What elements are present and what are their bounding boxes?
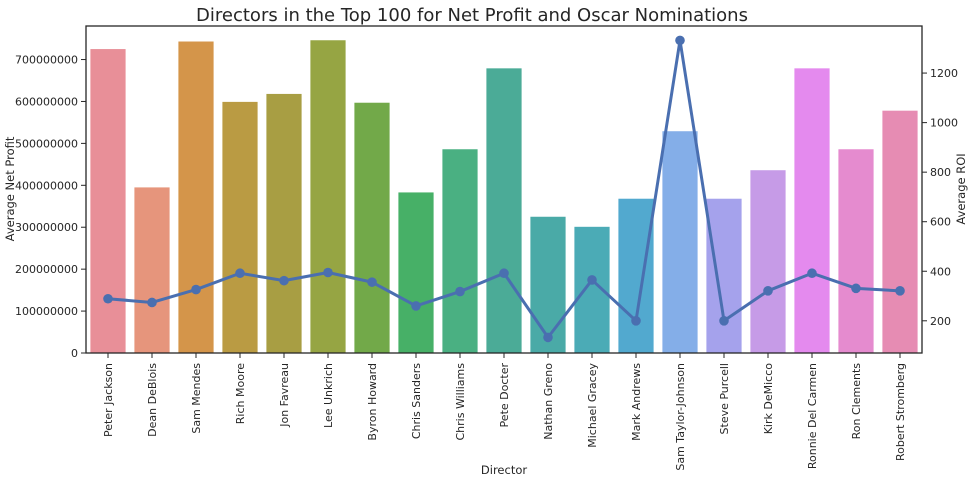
chart-title: Directors in the Top 100 for Net Profit … — [196, 5, 748, 26]
bar-sam-mendes — [178, 41, 214, 353]
y2-tick-label: 1200 — [930, 67, 958, 80]
x-tick-label: Kirk DeMicco — [762, 363, 775, 435]
x-tick-label: Jon Favreau — [278, 363, 291, 428]
roi-point-nathan-greno — [543, 332, 553, 343]
y2-tick-label: 800 — [930, 166, 951, 179]
x-tick-label: Peter Jackson — [102, 363, 115, 437]
x-tick-label: Steve Purcell — [718, 363, 731, 434]
y-tick-label: 500000000 — [15, 137, 78, 150]
x-tick-label: Mark Andrews — [630, 363, 643, 441]
roi-point-byron-howard — [367, 277, 377, 287]
x-tick-label: Chris Sanders — [410, 363, 423, 439]
bar-peter-jackson — [90, 49, 126, 354]
roi-point-sam-mendes — [191, 284, 201, 295]
roi-point-ron-clements — [851, 283, 861, 294]
bars-layer — [90, 40, 918, 354]
x-tick-label: Byron Howard — [366, 363, 379, 441]
ticks-layer: 0 100000000 200000000 300000000 400000000 500… — [15, 54, 958, 471]
bar-mark-andrews — [618, 198, 654, 353]
x-tick-label: Ronnie Del Carmen — [806, 363, 819, 469]
x-tick-label: Robert Stromberg — [894, 363, 907, 461]
y-tick-label: 200000000 — [15, 263, 78, 276]
y-tick-label: 0 — [71, 347, 78, 360]
x-tick-label: Rich Moore — [234, 363, 247, 424]
bar-robert-stromberg — [882, 110, 918, 354]
x-axis-label: Director — [481, 463, 527, 477]
bar-chris-sanders — [398, 192, 434, 353]
bar-lee-unkrich — [310, 40, 346, 353]
x-tick-label: Sam Taylor-Johnson — [674, 363, 687, 471]
roi-point-rich-moore — [235, 268, 245, 279]
bar-kirk-demicco — [750, 170, 786, 353]
roi-point-michael-gracey — [587, 275, 597, 285]
bar-ron-clements — [838, 149, 874, 353]
x-tick-label: Sam Mendes — [190, 363, 203, 434]
bar-rich-moore — [222, 101, 258, 353]
roi-point-robert-stromberg — [895, 286, 905, 296]
roi-point-sam-taylor-johnson — [675, 35, 685, 46]
x-tick-label: Lee Unkrich — [322, 363, 335, 428]
y-tick-label: 300000000 — [15, 221, 78, 234]
bar-dean-deblois — [134, 187, 170, 353]
x-tick-label: Chris Williams — [454, 363, 467, 441]
bar-pete-docter — [486, 68, 522, 353]
bar-steve-purcell — [706, 198, 742, 353]
bar-chris-williams — [442, 149, 478, 353]
y-tick-label: 100000000 — [15, 305, 78, 318]
roi-point-chris-williams — [455, 286, 465, 297]
roi-point-lee-unkrich — [323, 267, 333, 278]
roi-point-mark-andrews — [631, 316, 641, 326]
y2-axis-label: Average ROI — [954, 153, 968, 224]
y-axis-label: Average Net Profit — [3, 136, 17, 241]
roi-point-chris-sanders — [411, 301, 421, 311]
roi-point-kirk-demicco — [763, 286, 773, 296]
x-tick-label: Michael Gracey — [586, 363, 599, 448]
x-tick-label: Ron Clements — [850, 363, 863, 440]
roi-point-ronnie-del-carmen — [807, 268, 817, 279]
bar-byron-howard — [354, 102, 390, 353]
bar-jon-favreau — [266, 93, 302, 354]
bar-sam-taylor-johnson — [662, 131, 698, 353]
y-tick-label: 600000000 — [15, 95, 78, 108]
roi-point-pete-docter — [499, 268, 509, 279]
roi-point-jon-favreau — [279, 275, 289, 286]
y-tick-label: 400000000 — [15, 179, 78, 192]
y2-tick-label: 600 — [930, 216, 951, 229]
roi-point-dean-deblois — [147, 297, 157, 308]
y2-tick-label: 1000 — [930, 117, 958, 130]
bar-nathan-greno — [530, 216, 566, 353]
x-tick-label: Dean DeBlois — [146, 363, 159, 437]
roi-point-peter-jackson — [103, 293, 113, 304]
y2-tick-label: 200 — [930, 315, 951, 328]
x-tick-label: Nathan Greno — [542, 363, 555, 440]
y2-tick-label: 400 — [930, 265, 951, 278]
x-tick-label: Pete Docter — [498, 363, 511, 428]
y-tick-label: 700000000 — [15, 54, 78, 67]
line-layer — [103, 35, 905, 343]
bar-ronnie-del-carmen — [794, 68, 830, 353]
roi-point-steve-purcell — [719, 316, 729, 326]
